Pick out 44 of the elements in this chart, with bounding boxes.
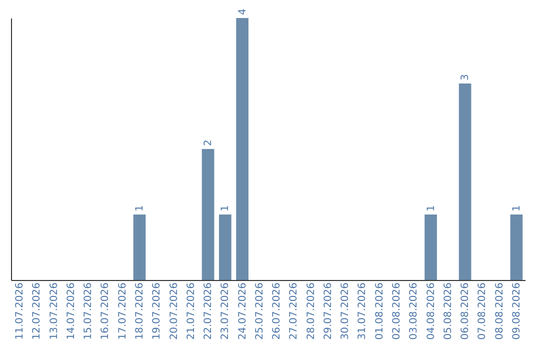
x-tick-label: 18.07.2026: [134, 282, 146, 340]
x-tick-label: 15.07.2026: [83, 282, 94, 340]
data-label: 4: [237, 8, 248, 15]
x-tick-label: 01.08.2026: [374, 282, 386, 340]
x-tick-label: 19.07.2026: [152, 282, 163, 340]
x-tick-label: 12.07.2026: [32, 282, 43, 340]
x-tick-label: 29.07.2026: [322, 282, 334, 340]
x-tick-label: 17.07.2026: [117, 282, 128, 340]
x-tick-label: 05.08.2026: [442, 282, 454, 340]
x-tick-label: 13.07.2026: [48, 282, 60, 340]
x-tick-label: 04.08.2026: [426, 282, 437, 340]
x-tick-label: 23.07.2026: [220, 282, 232, 340]
data-label: 2: [203, 140, 214, 146]
bar: [219, 214, 232, 280]
data-label: 3: [460, 74, 472, 80]
x-tick-label: 25.07.2026: [254, 282, 266, 340]
data-label: 1: [220, 205, 232, 212]
x-tick-label: 02.08.2026: [392, 282, 402, 340]
data-label: 1: [426, 205, 437, 212]
bar: [236, 18, 248, 280]
x-tick-label: 30.07.2026: [340, 282, 352, 340]
x-tick-label: 08.08.2026: [494, 282, 506, 340]
x-tick-label: 21.07.2026: [186, 282, 197, 340]
x-tick-label: 07.08.2026: [477, 282, 488, 340]
x-tick-label: 11.07.2026: [14, 282, 26, 340]
x-tick-label: 24.07.2026: [237, 282, 248, 340]
bar: [424, 214, 437, 280]
x-tick-label: 22.07.2026: [203, 282, 214, 340]
x-tick-label: 20.07.2026: [168, 282, 180, 340]
x-tick-label: 31.07.2026: [357, 282, 368, 340]
x-tick-label: 16.07.2026: [100, 282, 112, 340]
bar: [510, 214, 523, 280]
x-tick-label: 27.07.2026: [288, 282, 300, 340]
data-label: 1: [134, 205, 146, 212]
x-tick-label: 28.07.2026: [306, 282, 317, 340]
data-label: 1: [511, 205, 522, 212]
bar: [133, 214, 146, 280]
x-tick-label: 26.07.2026: [272, 282, 283, 340]
x-tick-label: 09.08.2026: [511, 282, 522, 340]
x-tick-label: 06.08.2026: [460, 282, 472, 340]
x-tick-label: 03.08.2026: [408, 282, 420, 340]
x-tick-label: 14.07.2026: [66, 282, 77, 340]
bar: [458, 84, 472, 280]
bar: [202, 149, 214, 280]
